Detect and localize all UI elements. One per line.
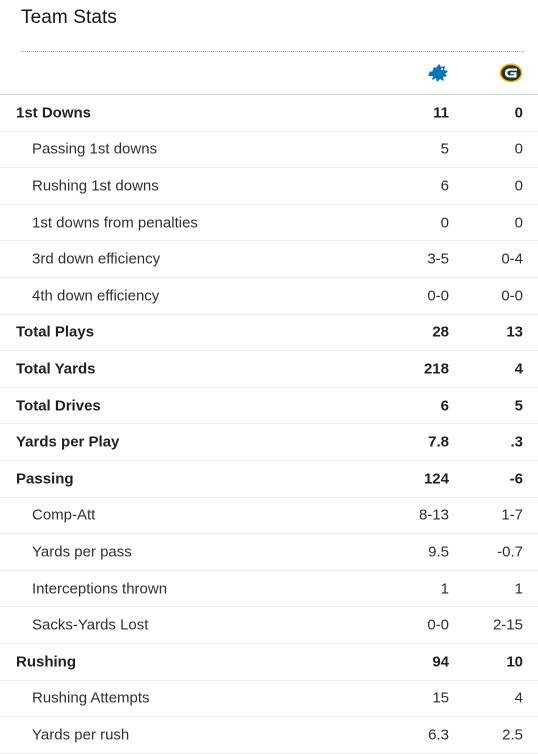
stat-row: Rushing Attempts 15 4 [0, 681, 538, 718]
packers-logo-icon[interactable] [499, 62, 523, 84]
stat-label: Passing [16, 470, 74, 488]
section-title: Team Stats [21, 7, 118, 28]
home-team-value: -6 [509, 470, 523, 488]
home-team-value: 0 [514, 177, 523, 195]
stat-label: 4th down efficiency [32, 287, 160, 305]
home-team-value: 4 [514, 689, 523, 707]
away-team-value: 124 [423, 470, 449, 488]
stats-header: Team Stats [0, 0, 538, 52]
stat-label: Sacks-Yards Lost [32, 616, 149, 634]
stat-label: Rushing Attempts [32, 689, 150, 707]
stat-label: Rushing [16, 653, 76, 671]
away-team-value: 11 [433, 104, 449, 122]
home-team-value: 1-7 [501, 506, 523, 524]
home-team-value: -0.7 [497, 543, 523, 561]
stat-row: Yards per pass 9.5 -0.7 [0, 534, 538, 571]
stat-row: Passing 1st downs 5 0 [0, 132, 538, 169]
dotted-divider [21, 51, 524, 52]
home-team-value: 5 [514, 397, 523, 415]
away-team-value: 6 [440, 177, 449, 195]
away-team-value: 0-0 [427, 287, 449, 305]
away-team-value: 5 [440, 140, 449, 158]
stat-label: 3rd down efficiency [32, 250, 161, 268]
away-team-value: 0 [440, 214, 449, 232]
stat-row: 1st downs from penalties 0 0 [0, 205, 538, 242]
home-team-value: 10 [506, 653, 523, 671]
stat-row: Total Plays 28 13 [0, 315, 538, 352]
stat-row: Comp-Att 8-13 1-7 [0, 498, 538, 535]
stat-row: Yards per Play 7.8 .3 [0, 424, 538, 461]
away-team-value: 15 [432, 689, 449, 707]
stat-label: Total Plays [16, 323, 95, 341]
stat-label: Yards per Play [16, 433, 120, 451]
stat-row: Passing 124 -6 [0, 461, 538, 498]
stat-row: 3rd down efficiency 3-5 0-4 [0, 241, 538, 278]
stat-row: 1st Downs 11 0 [0, 95, 538, 132]
stat-row: Rushing 1st downs 6 0 [0, 168, 538, 205]
home-team-value: 0 [514, 214, 523, 232]
stat-label: Total Yards [16, 360, 96, 378]
stats-table: 1st Downs 11 0 Passing 1st downs 5 0 Rushing 1… [0, 95, 538, 754]
stat-label: Comp-Att [32, 506, 96, 524]
home-team-value: 0-4 [501, 250, 523, 268]
home-team-value: 4 [514, 360, 523, 378]
away-team-value: 9.5 [428, 543, 449, 561]
stat-row: 4th down efficiency 0-0 0-0 [0, 278, 538, 315]
stat-label: Yards per rush [32, 726, 130, 744]
home-team-value: 13 [506, 323, 523, 341]
away-team-value: 8-13 [418, 506, 449, 524]
away-team-value: 7.8 [428, 433, 449, 451]
stat-label: Yards per pass [32, 543, 132, 561]
away-team-value: 1 [440, 580, 449, 598]
away-team-value: 3-5 [427, 250, 449, 268]
home-team-value: 0-0 [501, 287, 523, 305]
stat-label: 1st Downs [16, 104, 92, 122]
stat-row: Interceptions thrown 1 1 [0, 571, 538, 608]
stat-label: 1st downs from penalties [32, 214, 198, 232]
away-team-value: 0-0 [427, 616, 449, 634]
stat-row: Total Drives 6 5 [0, 388, 538, 425]
lions-logo-icon[interactable] [426, 62, 450, 84]
stat-row: Sacks-Yards Lost 0-0 2-15 [0, 607, 538, 644]
away-team-value: 218 [423, 360, 449, 378]
stat-label: Interceptions thrown [32, 580, 168, 598]
home-team-value: 2.5 [502, 726, 523, 744]
home-team-value: 0 [514, 104, 523, 122]
away-team-value: 6.3 [428, 726, 449, 744]
stat-row: Total Yards 218 4 [0, 351, 538, 388]
stat-label: Total Drives [16, 397, 101, 415]
home-team-value: 0 [514, 140, 523, 158]
away-team-value: 28 [432, 323, 449, 341]
away-team-value: 94 [432, 653, 449, 671]
stat-label: Rushing 1st downs [32, 177, 159, 195]
stat-label: Passing 1st downs [32, 140, 158, 158]
home-team-value: 1 [514, 580, 523, 598]
stat-row: Yards per rush 6.3 2.5 [0, 717, 538, 754]
home-team-value: .3 [510, 433, 523, 451]
stat-row: Rushing 94 10 [0, 644, 538, 681]
team-logos-row [0, 52, 538, 95]
home-team-value: 2-15 [492, 616, 523, 634]
away-team-value: 6 [440, 397, 449, 415]
